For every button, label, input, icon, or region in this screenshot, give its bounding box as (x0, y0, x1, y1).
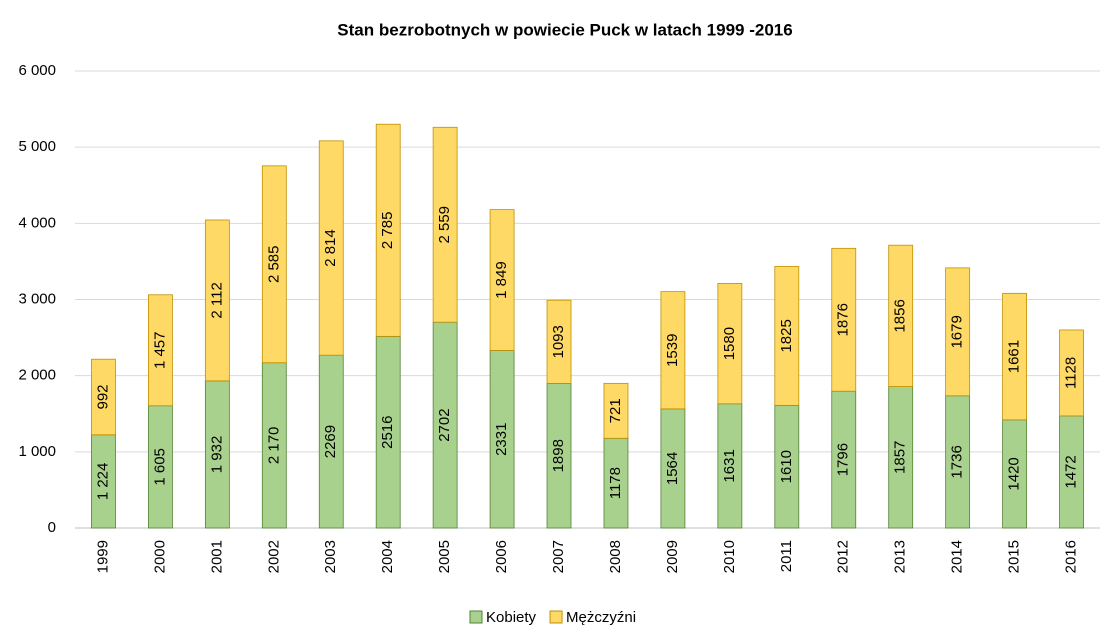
bar-segment (546, 299, 572, 384)
data-label: 2702 (436, 408, 453, 441)
data-label: 2269 (322, 425, 339, 458)
data-label: 1898 (550, 439, 567, 472)
bar-segment (91, 434, 116, 529)
data-label: 721 (607, 398, 624, 423)
data-label: 2 559 (436, 206, 453, 244)
data-label: 1679 (949, 315, 966, 348)
x-tick-label: 2008 (607, 540, 624, 573)
x-tick-label: 2015 (1006, 540, 1023, 573)
data-label: 1178 (607, 467, 624, 499)
x-tick-label: 2006 (493, 540, 510, 573)
bar-segment (375, 123, 401, 337)
bar-segment (546, 383, 572, 529)
data-label: 992 (94, 384, 111, 409)
data-label: 1 224 (94, 463, 111, 501)
y-tick-label: 2 000 (18, 367, 56, 384)
x-tick-label: 2007 (550, 540, 567, 573)
data-label: 1 932 (208, 436, 225, 474)
y-tick-label: 4 000 (18, 214, 56, 231)
y-tick-label: 1 000 (18, 443, 56, 460)
data-label: 2 585 (265, 245, 282, 283)
bar-segment (489, 350, 515, 529)
bar-segment (774, 404, 800, 529)
data-label: 1631 (721, 449, 738, 482)
bar-segment (432, 126, 458, 323)
legend-swatch (469, 610, 483, 624)
data-label: 1539 (664, 334, 681, 367)
bar-segment (660, 408, 686, 529)
chart-title: Stan bezrobotnych w powiecie Puck w lata… (337, 20, 792, 39)
bar-segment (432, 321, 458, 529)
data-label: 1736 (949, 445, 966, 478)
y-tick-label: 5 000 (18, 138, 56, 155)
bar-segment (888, 244, 914, 387)
x-tick-label: 2014 (949, 540, 966, 573)
x-tick-label: 2016 (1062, 540, 1079, 573)
bar-segment (1002, 292, 1027, 421)
legend-label: Mężczyźni (566, 609, 636, 626)
data-label: 1128 (1062, 357, 1079, 389)
data-label: 1564 (664, 452, 681, 485)
x-tick-label: 2001 (208, 540, 225, 573)
bar-segment (717, 283, 743, 405)
data-label: 1661 (1006, 340, 1023, 373)
x-tick-label: 2000 (151, 540, 168, 573)
data-label: 2 814 (322, 229, 339, 267)
data-label: 1610 (778, 450, 795, 483)
data-label: 1093 (550, 325, 567, 358)
bar-segment (603, 382, 629, 439)
bar-segment (204, 219, 230, 382)
x-tick-label: 2004 (379, 540, 396, 573)
x-tick-label: 2010 (721, 540, 738, 573)
data-label: 2 112 (208, 282, 225, 318)
legend-swatch (549, 610, 563, 624)
legend-label: Kobiety (486, 609, 537, 626)
data-label: 1825 (778, 319, 795, 352)
data-label: 2 785 (379, 212, 396, 250)
x-tick-label: 2005 (436, 540, 453, 573)
data-label: 1876 (835, 303, 852, 336)
x-tick-label: 1999 (94, 540, 111, 573)
bar-segment (831, 247, 857, 392)
data-label: 2 170 (265, 427, 282, 465)
bar-segment (888, 386, 914, 529)
data-label: 1472 (1062, 455, 1079, 488)
data-label: 2331 (493, 423, 510, 456)
bar-segment (489, 209, 515, 351)
data-label: 1856 (892, 299, 909, 332)
bar-segment (774, 265, 800, 406)
y-tick-label: 6 000 (18, 62, 56, 79)
bar-segment (318, 140, 344, 356)
x-tick-label: 2013 (892, 540, 909, 573)
x-tick-label: 2003 (322, 540, 339, 573)
bar-segment (318, 354, 344, 529)
bar-segment (204, 380, 230, 529)
bar-segment (1059, 329, 1084, 417)
x-tick-label: 2002 (265, 540, 282, 573)
y-tick-label: 3 000 (18, 290, 56, 307)
data-label: 1 849 (493, 261, 510, 299)
x-tick-label: 2011 (778, 540, 795, 572)
bar-segment (148, 294, 173, 407)
data-label: 1796 (835, 443, 852, 476)
y-tick-label: 0 (48, 519, 56, 536)
bar-segment (375, 335, 401, 529)
x-tick-label: 2012 (835, 540, 852, 573)
data-label: 1 457 (151, 331, 168, 369)
data-label: 1420 (1006, 457, 1023, 490)
data-label: 2516 (379, 415, 396, 448)
bar-segment (660, 291, 686, 410)
data-label: 1580 (721, 327, 738, 360)
bar-segment (148, 405, 173, 529)
bar-segment (91, 358, 116, 436)
bar-segment (717, 403, 743, 529)
bar-segment (945, 267, 971, 397)
data-label: 1 605 (151, 448, 168, 486)
bar-segment (261, 165, 287, 364)
x-tick-label: 2009 (664, 540, 681, 573)
bar-segment (261, 362, 287, 529)
data-label: 1857 (892, 441, 909, 474)
